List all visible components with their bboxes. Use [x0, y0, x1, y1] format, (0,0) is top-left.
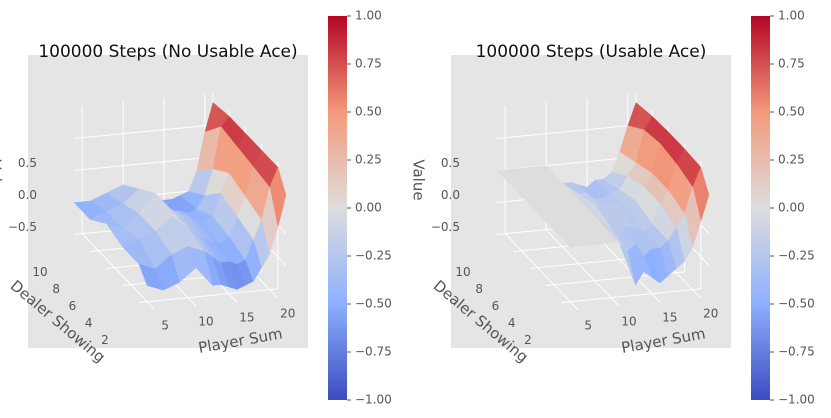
colorbar — [328, 16, 347, 400]
colorbar-tick-label: −0.50 — [355, 297, 392, 311]
z-axis-label: Value — [0, 159, 5, 200]
colorbar-tick-label: 0.50 — [355, 105, 382, 119]
chart-title: 100000 Steps (No Usable Ace) — [38, 42, 297, 62]
colorbar-tick-label: −0.25 — [778, 249, 815, 263]
x-tick-label: 15 — [239, 311, 254, 325]
x-tick-label: 5 — [161, 319, 169, 333]
colorbar-tick-label: −0.75 — [778, 345, 815, 359]
x-tick-label: 20 — [280, 307, 295, 321]
x-tick-label: 10 — [621, 315, 636, 329]
surface-patch — [138, 263, 164, 291]
colorbar-tick-label: 0.00 — [355, 201, 382, 215]
colorbar-tick-label: −0.50 — [778, 297, 815, 311]
x-tick-label: 20 — [703, 307, 718, 321]
z-tick-label: 0.5 — [441, 156, 460, 170]
y-tick-label: 8 — [475, 282, 483, 296]
y-tick-label: 4 — [85, 316, 93, 330]
z-tick-label: 0.0 — [441, 188, 460, 202]
colorbar-tick-label: 0.25 — [355, 153, 382, 167]
colorbar-tick-label: 0.75 — [355, 57, 382, 71]
colorbar-tick-label: 1.00 — [355, 9, 382, 23]
surface-patch — [561, 236, 587, 248]
z-tick-label: −0.5 — [8, 220, 37, 234]
colorbar-tick-label: −1.00 — [355, 393, 392, 407]
colorbar-tick-label: −1.00 — [778, 393, 815, 407]
x-tick-label: 5 — [584, 319, 592, 333]
colorbar-tick-label: 0.75 — [778, 57, 805, 71]
colorbar-tick-label: −0.25 — [355, 249, 392, 263]
z-tick-label: 0.5 — [18, 156, 37, 170]
y-tick-label: 2 — [524, 333, 532, 347]
colorbar-tick-label: 0.50 — [778, 105, 805, 119]
z-axis-label: Value — [410, 159, 428, 200]
y-tick-label: 10 — [455, 265, 470, 279]
y-tick-label: 2 — [101, 333, 109, 347]
y-tick-label: 10 — [32, 265, 47, 279]
colorbar-tick-label: 0.25 — [778, 153, 805, 167]
y-tick-label: 6 — [69, 299, 77, 313]
z-tick-label: 0.0 — [18, 188, 37, 202]
chart-title: 100000 Steps (Usable Ace) — [476, 42, 707, 62]
y-tick-label: 4 — [508, 316, 516, 330]
x-tick-label: 10 — [198, 315, 213, 329]
colorbar-tick-label: 0.00 — [778, 201, 805, 215]
z-tick-label: −0.5 — [431, 220, 460, 234]
colorbar-tick-label: −0.75 — [355, 345, 392, 359]
x-tick-label: 15 — [662, 311, 677, 325]
colorbar-tick-label: 1.00 — [778, 9, 805, 23]
y-tick-label: 8 — [52, 282, 60, 296]
colorbar — [751, 16, 770, 400]
y-tick-label: 6 — [492, 299, 500, 313]
